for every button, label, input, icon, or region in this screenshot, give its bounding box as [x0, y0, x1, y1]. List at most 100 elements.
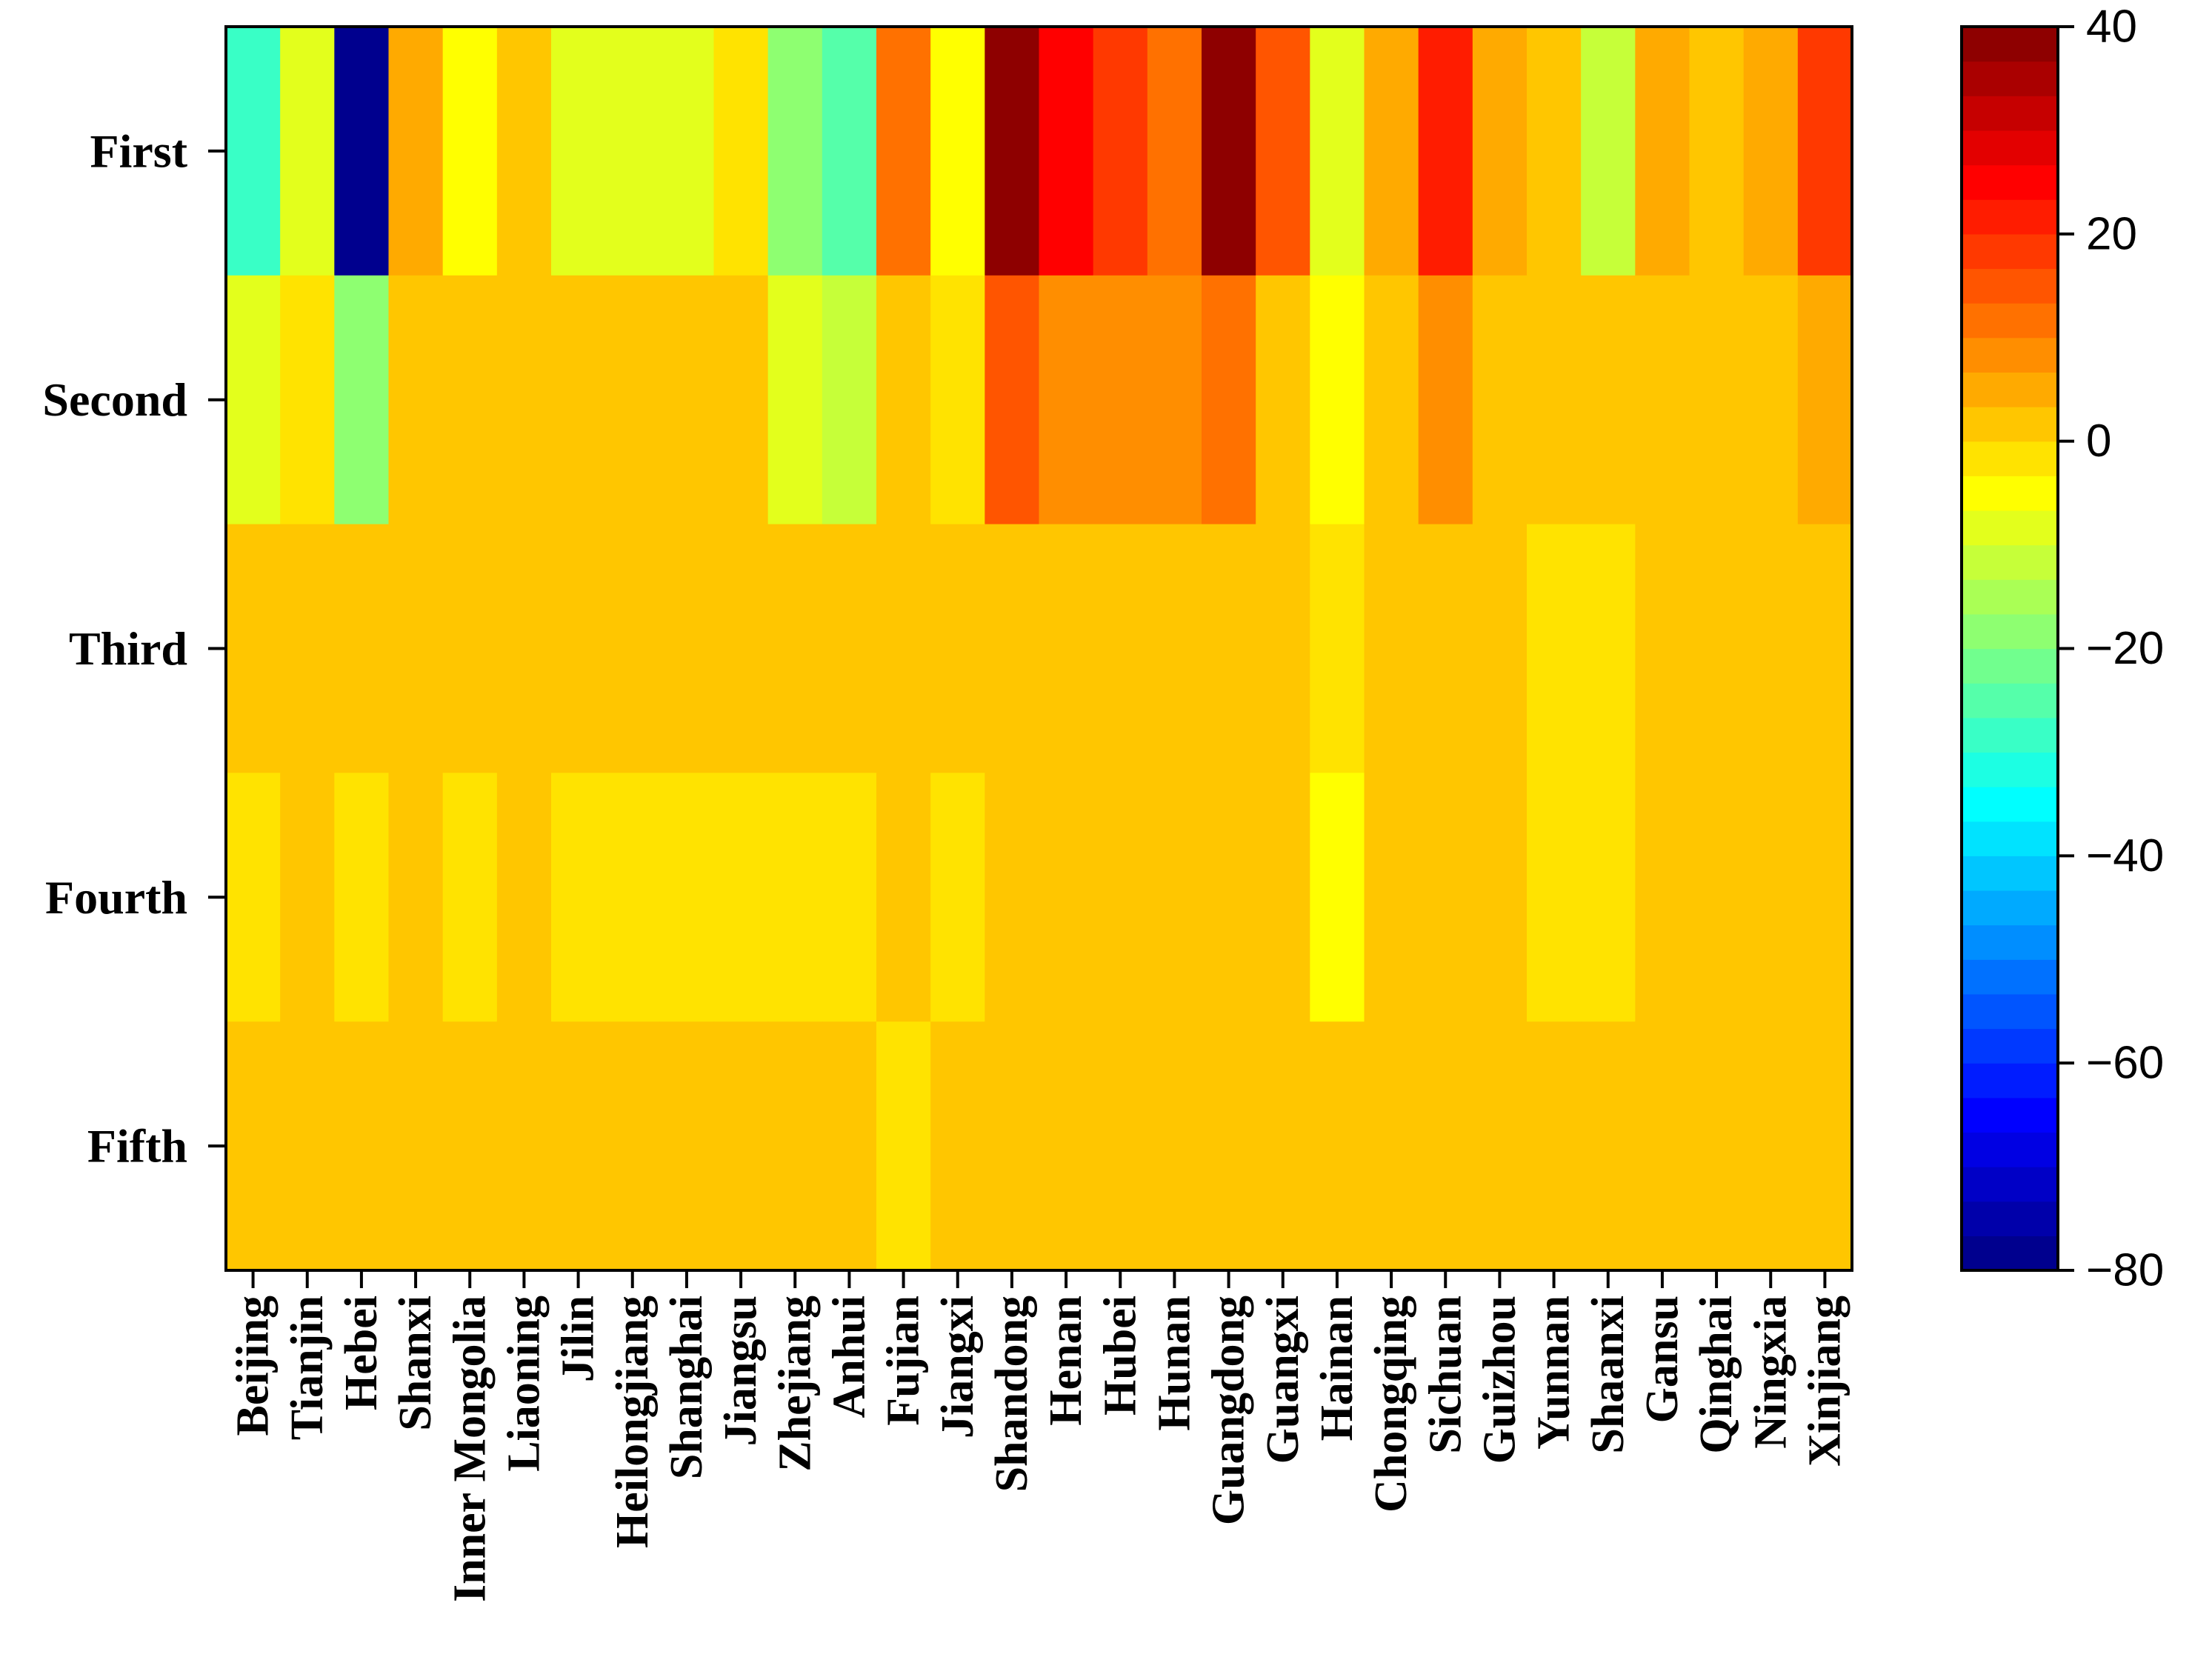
heatmap-cell: [930, 773, 985, 1022]
heatmap-cell: [985, 524, 1040, 773]
heatmap-cell: [930, 275, 985, 525]
column-label: Zhejiang: [770, 1296, 820, 1472]
heatmap-cell: [1039, 27, 1094, 276]
heatmap-cell: [930, 1021, 985, 1271]
column-label: Henan: [1041, 1296, 1091, 1426]
colorbar-band: [1962, 303, 2058, 339]
column-label: Guangdong: [1204, 1296, 1254, 1525]
heatmap-cell: [1364, 524, 1419, 773]
column-label: Sichuan: [1420, 1296, 1470, 1454]
column-label: Fujian: [879, 1296, 929, 1426]
heatmap-cell: [1093, 1021, 1148, 1271]
heatmap-cell: [496, 27, 552, 276]
heatmap-cell: [442, 27, 498, 276]
heatmap-cell: [442, 524, 498, 773]
heatmap-cell: [442, 773, 498, 1022]
column-label: Hubei: [1095, 1296, 1145, 1416]
colorbar-band: [1962, 1132, 2058, 1167]
heatmap-cell: [1364, 1021, 1419, 1271]
heatmap-cell: [1635, 773, 1690, 1022]
row-axis: First Second Third Fourth Fifth: [42, 124, 226, 1173]
heatmap-cell: [280, 27, 335, 276]
heatmap-cell: [1039, 1021, 1094, 1271]
heatmap-cell: [1797, 275, 1853, 525]
heatmap-cell: [1635, 1021, 1690, 1271]
heatmap-cell: [496, 1021, 552, 1271]
colorbar-band: [1962, 372, 2058, 407]
heatmap-cell: [1743, 275, 1799, 525]
column-label: Inner Mongolia: [444, 1296, 495, 1602]
heatmap-cell: [1039, 275, 1094, 525]
column-label: Anhui: [824, 1296, 874, 1418]
colorbar-band: [1962, 787, 2058, 822]
column-label: Shaanxi: [1583, 1296, 1633, 1454]
heatmap-cell: [822, 524, 877, 773]
row-label: First: [90, 124, 188, 177]
colorbar-band: [1962, 752, 2058, 787]
colorbar-band: [1962, 717, 2058, 753]
heatmap-cell: [822, 773, 877, 1022]
heatmap-cell: [1689, 524, 1745, 773]
heatmap-cell: [1364, 275, 1419, 525]
heatmap-cell: [1039, 773, 1094, 1022]
heatmap-cell: [1418, 275, 1473, 525]
heatmap-cell: [713, 524, 769, 773]
heatmap-cell: [551, 27, 606, 276]
heatmap-cells: [226, 27, 1853, 1271]
heatmap-cell: [930, 524, 985, 773]
column-label: Jiangxi: [933, 1296, 983, 1438]
colorbar-band: [1962, 96, 2058, 131]
heatmap-cell: [767, 524, 823, 773]
column-label: Liaoning: [499, 1296, 549, 1472]
heatmap-cell: [1418, 524, 1473, 773]
column-label: Qinghai: [1691, 1296, 1742, 1454]
heatmap-cell: [226, 524, 281, 773]
heatmap-cell: [822, 1021, 877, 1271]
colorbar-tick-label: −60: [2086, 1038, 2164, 1089]
heatmap-cell: [713, 27, 769, 276]
colorbar-band: [1962, 27, 2058, 62]
heatmap-cell: [713, 1021, 769, 1271]
heatmap-cell: [876, 1021, 931, 1271]
heatmap-cell: [334, 1021, 390, 1271]
colorbar-band: [1962, 441, 2058, 476]
heatmap-cell: [1527, 1021, 1582, 1271]
colorbar-tick-label: −40: [2086, 830, 2164, 881]
heatmap-cell: [1527, 524, 1582, 773]
heatmap-cell: [1689, 773, 1745, 1022]
heatmap-cell: [1202, 773, 1256, 1022]
heatmap-cell: [1472, 524, 1528, 773]
heatmap-cell: [985, 275, 1040, 525]
heatmap-cell: [1418, 27, 1473, 276]
colorbar-tick-label: −80: [2086, 1245, 2164, 1296]
column-label: Chongqing: [1366, 1296, 1416, 1513]
heatmap-cell: [1093, 773, 1148, 1022]
heatmap-cell: [1202, 524, 1256, 773]
colorbar-band: [1962, 1063, 2058, 1098]
heatmap-cell: [1093, 27, 1148, 276]
colorbar-band: [1962, 856, 2058, 891]
heatmap-cell: [1039, 524, 1094, 773]
heatmap-cell: [388, 1021, 444, 1271]
heatmap-cell: [1743, 1021, 1799, 1271]
heatmap-cell: [1310, 27, 1365, 276]
heatmap-cell: [1256, 1021, 1310, 1271]
heatmap-cell: [442, 1021, 498, 1271]
heatmap-cell: [1581, 275, 1636, 525]
heatmap-cell: [1635, 524, 1690, 773]
heatmap-cell: [1581, 773, 1636, 1022]
colorbar-band: [1962, 648, 2058, 684]
colorbar-band: [1962, 61, 2058, 96]
colorbar-band: [1962, 544, 2058, 580]
heatmap-cell: [1472, 27, 1528, 276]
heatmap-cell: [1797, 27, 1853, 276]
heatmap-cell: [822, 275, 877, 525]
column-label: Shanghai: [662, 1296, 712, 1479]
heatmap-cell: [605, 524, 660, 773]
colorbar-band: [1962, 164, 2058, 200]
column-label: Jilin: [553, 1296, 604, 1382]
heatmap-cell: [659, 27, 715, 276]
heatmap-cell: [876, 275, 931, 525]
colorbar-band: [1962, 1097, 2058, 1133]
heatmap-cell: [1310, 524, 1365, 773]
